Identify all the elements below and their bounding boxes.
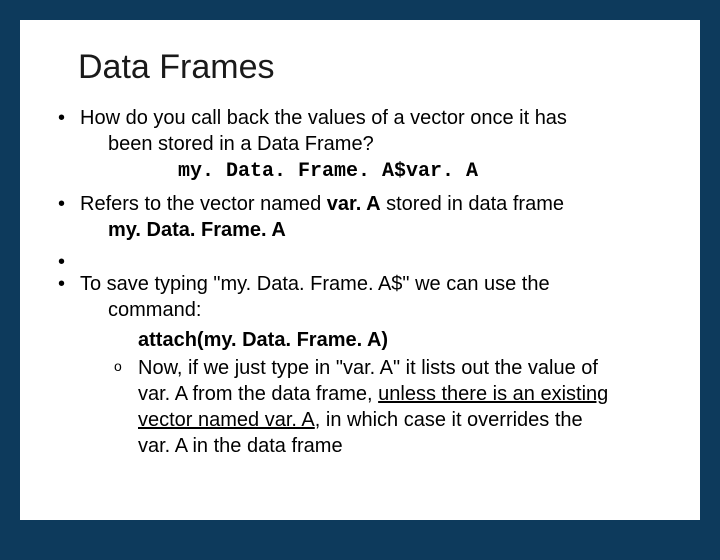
- bullet-3-sub-line1: Now, if we just type in "var. A" it list…: [138, 357, 598, 379]
- bullet-list: How do you call back the values of a vec…: [50, 105, 670, 459]
- bullet-3-sub-line3b: , in which case it overrides the: [315, 409, 583, 431]
- bullet-1: How do you call back the values of a vec…: [50, 105, 670, 185]
- bullet-3-line1: To save typing "my. Data. Frame. A$" we …: [80, 273, 550, 295]
- bullet-3-sub-line3a: vector named var. A: [138, 409, 315, 431]
- bullet-2-mid: stored in data frame: [381, 193, 564, 215]
- bullet-3-sub-line4: var. A in the data frame: [138, 435, 343, 457]
- bullet-3-sub-line2a: var. A from the data frame,: [138, 383, 378, 405]
- bullet-2-bold1: var. A: [327, 193, 381, 215]
- bullet-3-sub: Now, if we just type in "var. A" it list…: [80, 355, 670, 459]
- bullet-3: To save typing "my. Data. Frame. A$" we …: [50, 271, 670, 459]
- bullet-2: Refers to the vector named var. A stored…: [50, 191, 670, 243]
- bullet-1-line2: been stored in a Data Frame?: [80, 133, 374, 155]
- bullet-1-code: my. Data. Frame. A$var. A: [80, 159, 670, 185]
- slide-container: Data Frames How do you call back the val…: [20, 20, 700, 520]
- bullet-1-line1: How do you call back the values of a vec…: [80, 107, 567, 129]
- bullet-3-cmd: attach(my. Data. Frame. A): [80, 327, 670, 353]
- bullet-3-cmd-text: attach(my. Data. Frame. A): [138, 329, 388, 351]
- bullet-3-sublist: attach(my. Data. Frame. A) Now, if we ju…: [80, 327, 670, 459]
- bullet-2-bold2: my. Data. Frame. A: [80, 219, 286, 241]
- spacer: [50, 249, 670, 271]
- slide-title: Data Frames: [78, 48, 670, 87]
- bullet-2-pre: Refers to the vector named: [80, 193, 327, 215]
- bullet-3-line2: command:: [80, 299, 201, 321]
- bullet-3-sub-line2b: unless there is an existing: [378, 383, 608, 405]
